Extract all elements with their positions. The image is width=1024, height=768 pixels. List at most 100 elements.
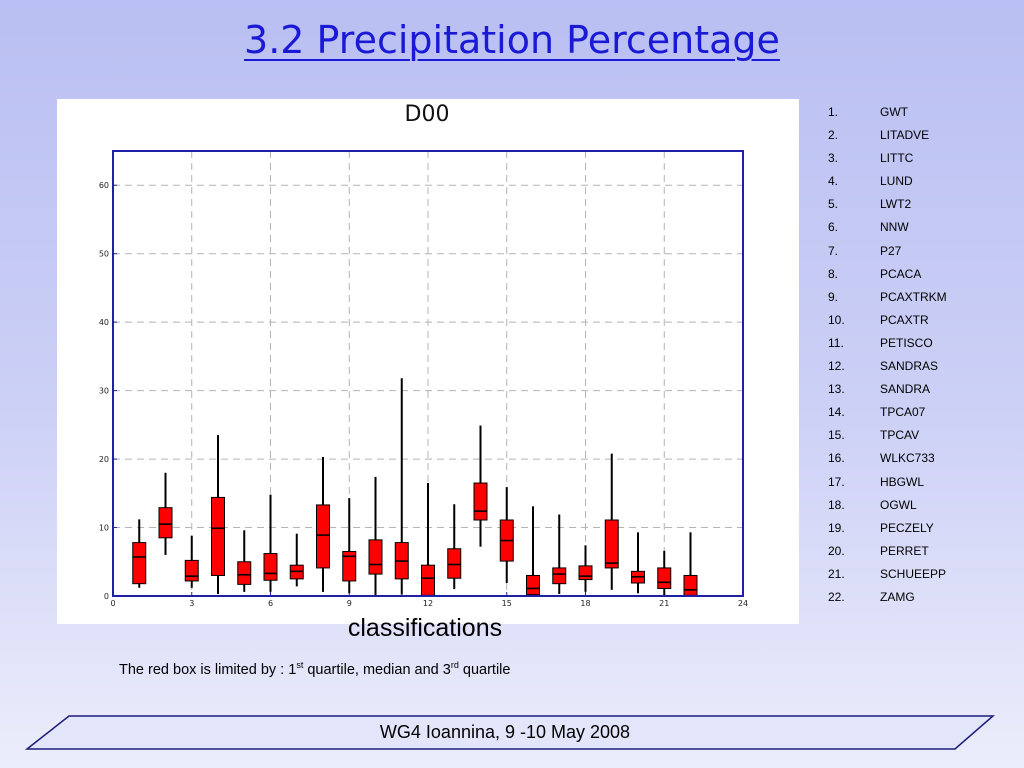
legend-number: 11.	[828, 335, 844, 350]
x-tick-label: 9	[347, 599, 352, 608]
box-item	[263, 494, 278, 592]
box-iqr	[552, 567, 567, 585]
legend-item: 7. P27	[828, 244, 1018, 267]
legend-label: WLKC733	[880, 451, 935, 466]
legend-label: P27	[880, 243, 902, 258]
page-title: 3.2 Precipitation Percentage	[244, 18, 780, 62]
legend-label: SCHUEEPP	[880, 566, 947, 581]
legend-number: 1.	[828, 105, 839, 119]
box-iqr	[237, 561, 252, 585]
legend-number: 6.	[828, 220, 839, 235]
legend-item: 19. PECZELY	[828, 521, 1018, 544]
x-tick-label: 21	[659, 599, 669, 608]
plot-frame	[112, 150, 744, 597]
legend-label: PCAXTRKM	[880, 289, 947, 304]
legend-item: 6. NNW	[828, 220, 1018, 243]
box-item	[211, 435, 225, 594]
x-axis-label: classifications	[347, 614, 503, 642]
axis-ticks: 0 3 6 9 12 15 18 21 24 0 10 20 30 40 50 60	[99, 181, 748, 608]
box-item	[316, 457, 330, 592]
legend-item: 20. PERRET	[828, 544, 1018, 567]
box-item	[184, 535, 199, 588]
legend-label: OGWL	[880, 497, 917, 512]
legend-number: 8.	[828, 266, 839, 281]
x-tick-label: 6	[268, 599, 273, 608]
legend-item: 9. PCAXTRKM	[828, 290, 1018, 313]
legend-number: 13.	[828, 382, 845, 397]
box-item	[499, 487, 514, 583]
legend-number: 12.	[828, 359, 845, 374]
box-item	[657, 550, 672, 596]
legend-label: PCACA	[880, 266, 922, 281]
x-tick-label: 12	[423, 599, 433, 608]
legend-number: 2.	[828, 128, 839, 143]
legend-number: 22.	[828, 589, 845, 604]
note-sup-rd: rd	[450, 660, 459, 670]
legend-number: 9.	[828, 289, 839, 304]
box-iqr	[342, 551, 357, 582]
box-iqr	[132, 542, 147, 585]
box-item	[394, 378, 409, 595]
legend-item: 12. SANDRAS	[828, 359, 1018, 382]
box-item	[132, 519, 147, 588]
box-item	[552, 514, 567, 594]
box-iqr	[158, 507, 173, 539]
legend-item: 13. SANDRA	[828, 382, 1018, 405]
box-item	[237, 530, 252, 592]
footer-text: WG4 Ioannina, 9 -10 May 2008	[379, 722, 631, 742]
legend-item: 1. GWT	[828, 105, 1018, 128]
legend-number: 21.	[828, 566, 845, 581]
legend-label: LWT2	[880, 197, 912, 212]
box-item	[631, 532, 645, 594]
x-tick-label: 24	[738, 599, 748, 608]
x-tick-label: 15	[502, 599, 512, 608]
legend-item: 2. LITADVE	[828, 128, 1018, 151]
y-tick-label: 30	[99, 387, 109, 396]
y-tick-label: 0	[104, 592, 109, 601]
legend-label: HBGWL	[880, 474, 925, 489]
note-sup-st: st	[296, 660, 304, 670]
legend-item: 3. LITTC	[828, 151, 1018, 174]
legend-label: PETISCO	[880, 335, 933, 350]
box-item	[289, 533, 304, 587]
legend-number: 14.	[828, 405, 845, 420]
legend-label: NNW	[880, 220, 909, 235]
box-item	[447, 504, 462, 590]
legend-label: PCAXTR	[880, 312, 929, 327]
box-note: The red box is limited by : 1st quartile…	[119, 660, 510, 678]
box-item	[526, 506, 540, 596]
legend-item: 21. SCHUEEPP	[828, 567, 1018, 590]
box-item	[158, 472, 173, 555]
legend-item: 22. ZAMG	[828, 590, 1018, 613]
legend-item: 11. PETISCO	[828, 336, 1018, 359]
legend-number: 20.	[828, 543, 845, 558]
legend-number: 7.	[828, 243, 839, 258]
box-series	[132, 378, 698, 596]
legend-label: GWT	[880, 105, 908, 119]
legend-label: PERRET	[880, 543, 929, 558]
classification-legend: 1. GWT 2. LITADVE 3. LITTC 4. LUND 5. LWT2 6. NNW 7.…	[828, 105, 1018, 613]
legend-label: SANDRA	[880, 382, 931, 397]
legend-label: LUND	[880, 174, 913, 189]
legend-number: 18.	[828, 497, 845, 512]
x-tick-label: 18	[580, 599, 590, 608]
box-plot-chart: D00 0 3 6 9 12 15 18 21 24 0 10 20 30 40 50 60	[99, 102, 748, 608]
legend-label: SANDRAS	[880, 359, 939, 374]
chart-title: D00	[405, 102, 450, 127]
legend-item: 4. LUND	[828, 174, 1018, 197]
legend-number: 5.	[828, 197, 839, 212]
legend-item: 17. HBGWL	[828, 475, 1018, 498]
x-tick-label: 0	[110, 599, 115, 608]
x-tick-label: 3	[189, 599, 194, 608]
legend-label: LITTC	[880, 151, 914, 166]
y-tick-label: 20	[99, 455, 109, 464]
legend-number: 10.	[828, 312, 845, 327]
legend-number: 17.	[828, 474, 845, 489]
legend-item: 5. LWT2	[828, 197, 1018, 220]
legend-label: TPCA07	[880, 405, 926, 420]
box-iqr	[316, 504, 330, 569]
y-tick-label: 40	[99, 318, 109, 327]
box-item	[604, 453, 619, 590]
box-item	[473, 425, 488, 547]
box-item	[683, 532, 698, 596]
